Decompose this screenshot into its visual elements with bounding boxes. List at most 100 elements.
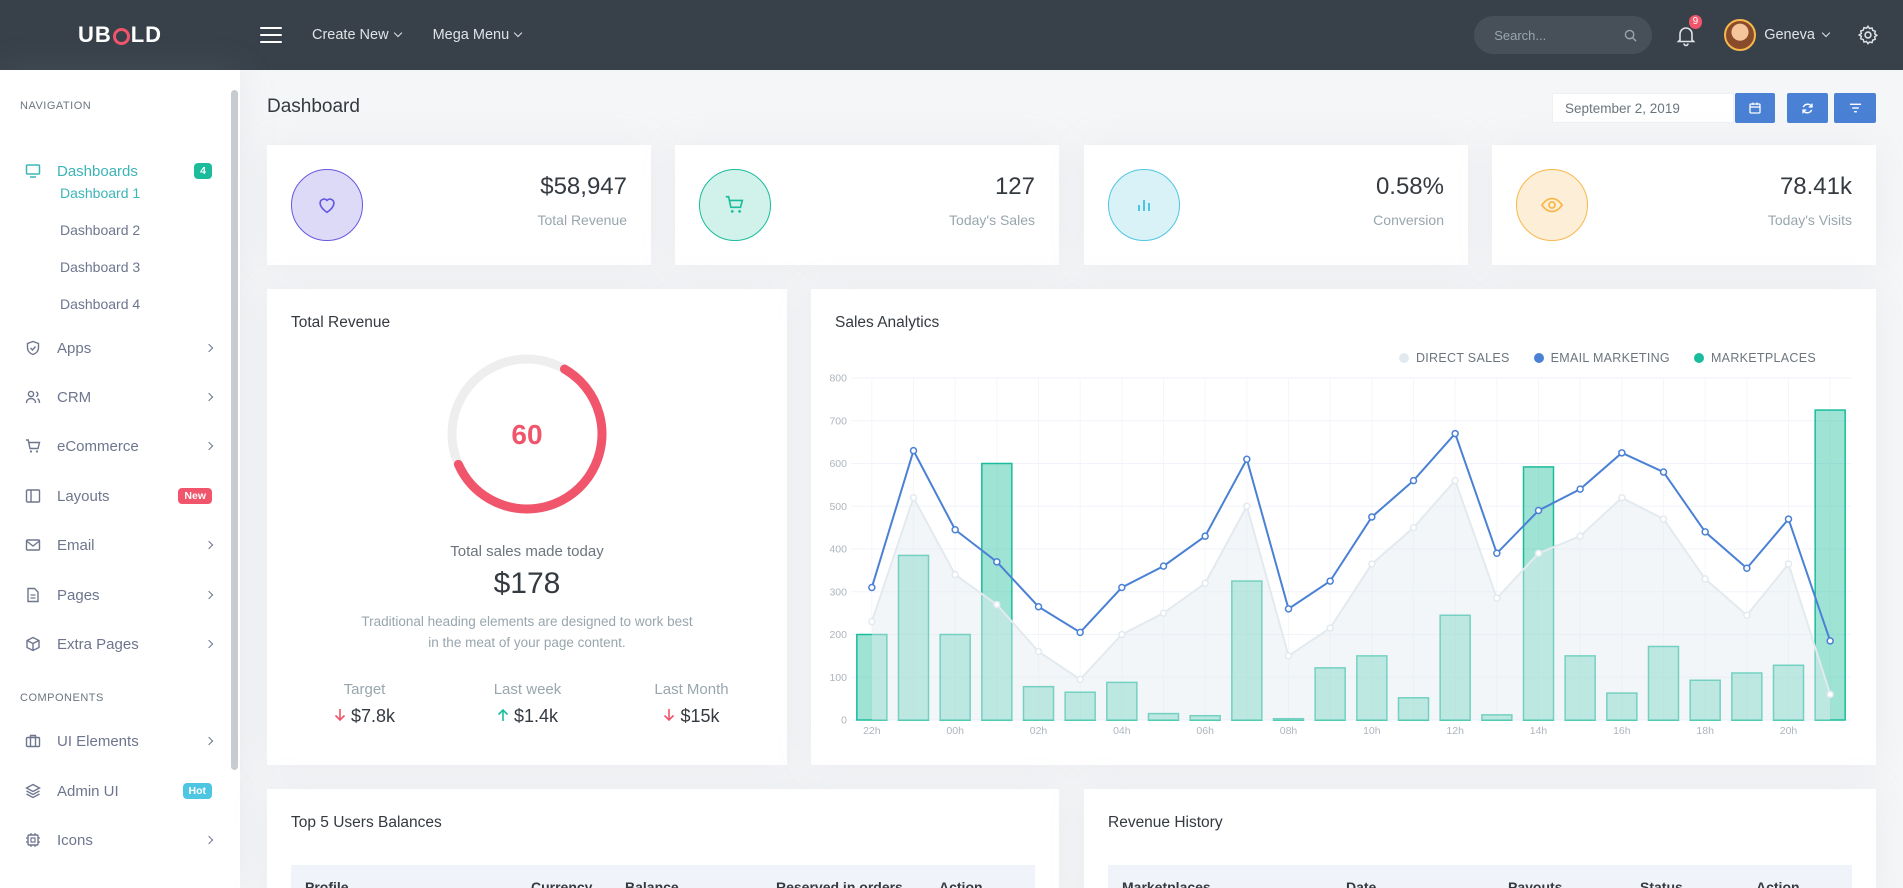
sidebar-item-layouts[interactable]: Layouts New: [0, 476, 232, 516]
filter-button[interactable]: [1834, 93, 1876, 123]
sidebar-item-pages[interactable]: Pages: [0, 575, 232, 615]
cpu-icon: [24, 831, 42, 849]
x-tick-label: 14h: [1530, 725, 1548, 737]
chevron-right-icon: [204, 835, 214, 845]
sidebar-item-crm[interactable]: CRM: [0, 377, 232, 417]
bar-marketplaces: [1689, 679, 1721, 721]
bar-marketplaces: [1814, 409, 1846, 721]
chevron-right-icon: [204, 639, 214, 649]
notifications-button[interactable]: 9: [1674, 15, 1703, 47]
point-direct-sales: [868, 617, 876, 626]
x-tick-label: 22h: [863, 725, 881, 737]
x-tick-label: 20h: [1780, 725, 1798, 737]
sidebar-item-email[interactable]: Email: [0, 525, 232, 565]
point-email-marketing: [1201, 532, 1209, 540]
refresh-icon: [1802, 103, 1813, 113]
search-input[interactable]: [1494, 27, 1625, 43]
legend-item-marketplaces[interactable]: MARKETPLACES: [1693, 351, 1816, 365]
card-title: Top 5 Users Balances: [291, 814, 442, 831]
point-direct-sales: [1076, 675, 1084, 684]
column-header: Reserved in orders: [776, 879, 903, 888]
sidebar-subitem-dashboard-2[interactable]: Dashboard 2: [60, 222, 141, 238]
sidebar-scrollbar[interactable]: [231, 90, 238, 770]
gauge-caption: Total sales made today: [450, 543, 604, 560]
metric-last-week: Last week $1.4k: [455, 681, 600, 727]
arrow-down-icon: [334, 709, 346, 722]
point-email-marketing: [1659, 468, 1668, 476]
menu-toggle-icon[interactable]: [260, 27, 282, 43]
logo-text-start: UB: [77, 22, 112, 47]
calendar-button[interactable]: [1735, 93, 1775, 123]
x-tick-label: 18h: [1696, 725, 1714, 737]
sidebar-subitem-dashboard-4[interactable]: Dashboard 4: [60, 296, 141, 312]
bar-marketplaces: [1731, 672, 1763, 721]
column-header: Currency: [531, 879, 593, 888]
chevron-down-icon: [1821, 28, 1831, 38]
bar-marketplaces: [856, 633, 888, 721]
x-tick-label: 04h: [1113, 725, 1131, 737]
y-tick-label: 200: [829, 629, 847, 641]
point-direct-sales: [1493, 594, 1501, 602]
stat-card-todays-visits: 78.41k Today's Visits: [1492, 145, 1876, 265]
legend-item-direct-sales[interactable]: DIRECT SALES: [1398, 351, 1510, 365]
chevron-right-icon: [204, 343, 214, 353]
chevron-right-icon: [204, 392, 214, 402]
top-users-balances-card: Top 5 Users Balances Profile Currency Ba…: [267, 789, 1059, 888]
sidebar-subitem-dashboard-1[interactable]: Dashboard 1: [60, 185, 141, 201]
mega-menu-label: Mega Menu: [432, 27, 510, 43]
calendar-icon: [1749, 102, 1761, 114]
sidebar-subitem-dashboard-3[interactable]: Dashboard 3: [60, 259, 141, 275]
sidebar-item-apps[interactable]: Apps: [0, 328, 232, 368]
legend-item-email-marketing[interactable]: EMAIL MARKETING: [1533, 351, 1670, 365]
card-title: Revenue History: [1108, 814, 1223, 831]
sidebar-item-label: Pages: [57, 586, 100, 604]
column-header: Action: [1756, 879, 1800, 888]
line-email-marketing: [870, 431, 1832, 642]
point-direct-sales: [1201, 579, 1209, 587]
gear-icon[interactable]: [1857, 24, 1879, 46]
point-email-marketing: [1243, 455, 1251, 463]
sidebar-item-ecommerce[interactable]: eCommerce: [0, 426, 232, 466]
bar-marketplaces: [1564, 655, 1596, 721]
date-picker-input[interactable]: [1552, 93, 1734, 123]
hot-badge: Hot: [182, 783, 212, 799]
bell-icon: [1676, 27, 1696, 47]
stat-value: 78.41k: [1779, 173, 1852, 200]
sales-analytics-card: Sales Analytics DIRECT SALES EMAIL MARKE…: [811, 289, 1876, 765]
area-direct-sales: [871, 480, 1831, 720]
create-new-label: Create New: [312, 27, 389, 43]
notification-count-badge: 9: [1688, 15, 1703, 29]
point-email-marketing: [909, 446, 918, 455]
stat-card-todays-sales: 127 Today's Sales: [675, 145, 1059, 265]
stat-label: Conversion: [1373, 212, 1444, 228]
revenue-history-card: Revenue History Marketplaces Date Payout…: [1084, 789, 1876, 888]
bar-marketplaces: [1106, 681, 1138, 721]
point-email-marketing: [1159, 562, 1168, 570]
sidebar: Navigation Dashboards 4 Dashboard 1 Dash…: [0, 70, 240, 888]
bar-marketplaces: [1772, 664, 1805, 721]
mega-menu[interactable]: Mega Menu: [432, 27, 523, 43]
sidebar-item-icons[interactable]: Icons: [0, 820, 232, 860]
user-menu[interactable]: Geneva: [1724, 19, 1831, 51]
create-new-menu[interactable]: Create New: [312, 27, 402, 43]
refresh-button[interactable]: [1787, 93, 1828, 123]
logo[interactable]: UB LD: [0, 22, 240, 48]
revenue-history-table-header: Marketplaces Date Payouts Status Action: [1108, 865, 1852, 888]
search-icon[interactable]: [1624, 29, 1637, 42]
point-email-marketing: [1451, 429, 1459, 438]
sidebar-item-ui-elements[interactable]: UI Elements: [0, 721, 232, 761]
bar-marketplaces: [1231, 580, 1263, 721]
sidebar-item-dashboards[interactable]: Dashboards 4: [0, 151, 232, 191]
eye-icon: [1516, 169, 1588, 241]
point-direct-sales: [1034, 647, 1043, 656]
legend-label: EMAIL MARKETING: [1550, 351, 1670, 365]
logo-ring-icon: [112, 27, 130, 45]
bar-marketplaces: [1189, 714, 1221, 721]
sidebar-item-extra-pages[interactable]: Extra Pages: [0, 624, 232, 664]
stat-label: Today's Visits: [1767, 212, 1852, 228]
point-email-marketing: [1743, 564, 1751, 572]
sidebar-item-admin-ui[interactable]: Admin UI Hot: [0, 771, 232, 811]
column-header: Marketplaces: [1122, 879, 1211, 888]
point-direct-sales: [1243, 502, 1251, 510]
chevron-right-icon: [204, 540, 214, 550]
